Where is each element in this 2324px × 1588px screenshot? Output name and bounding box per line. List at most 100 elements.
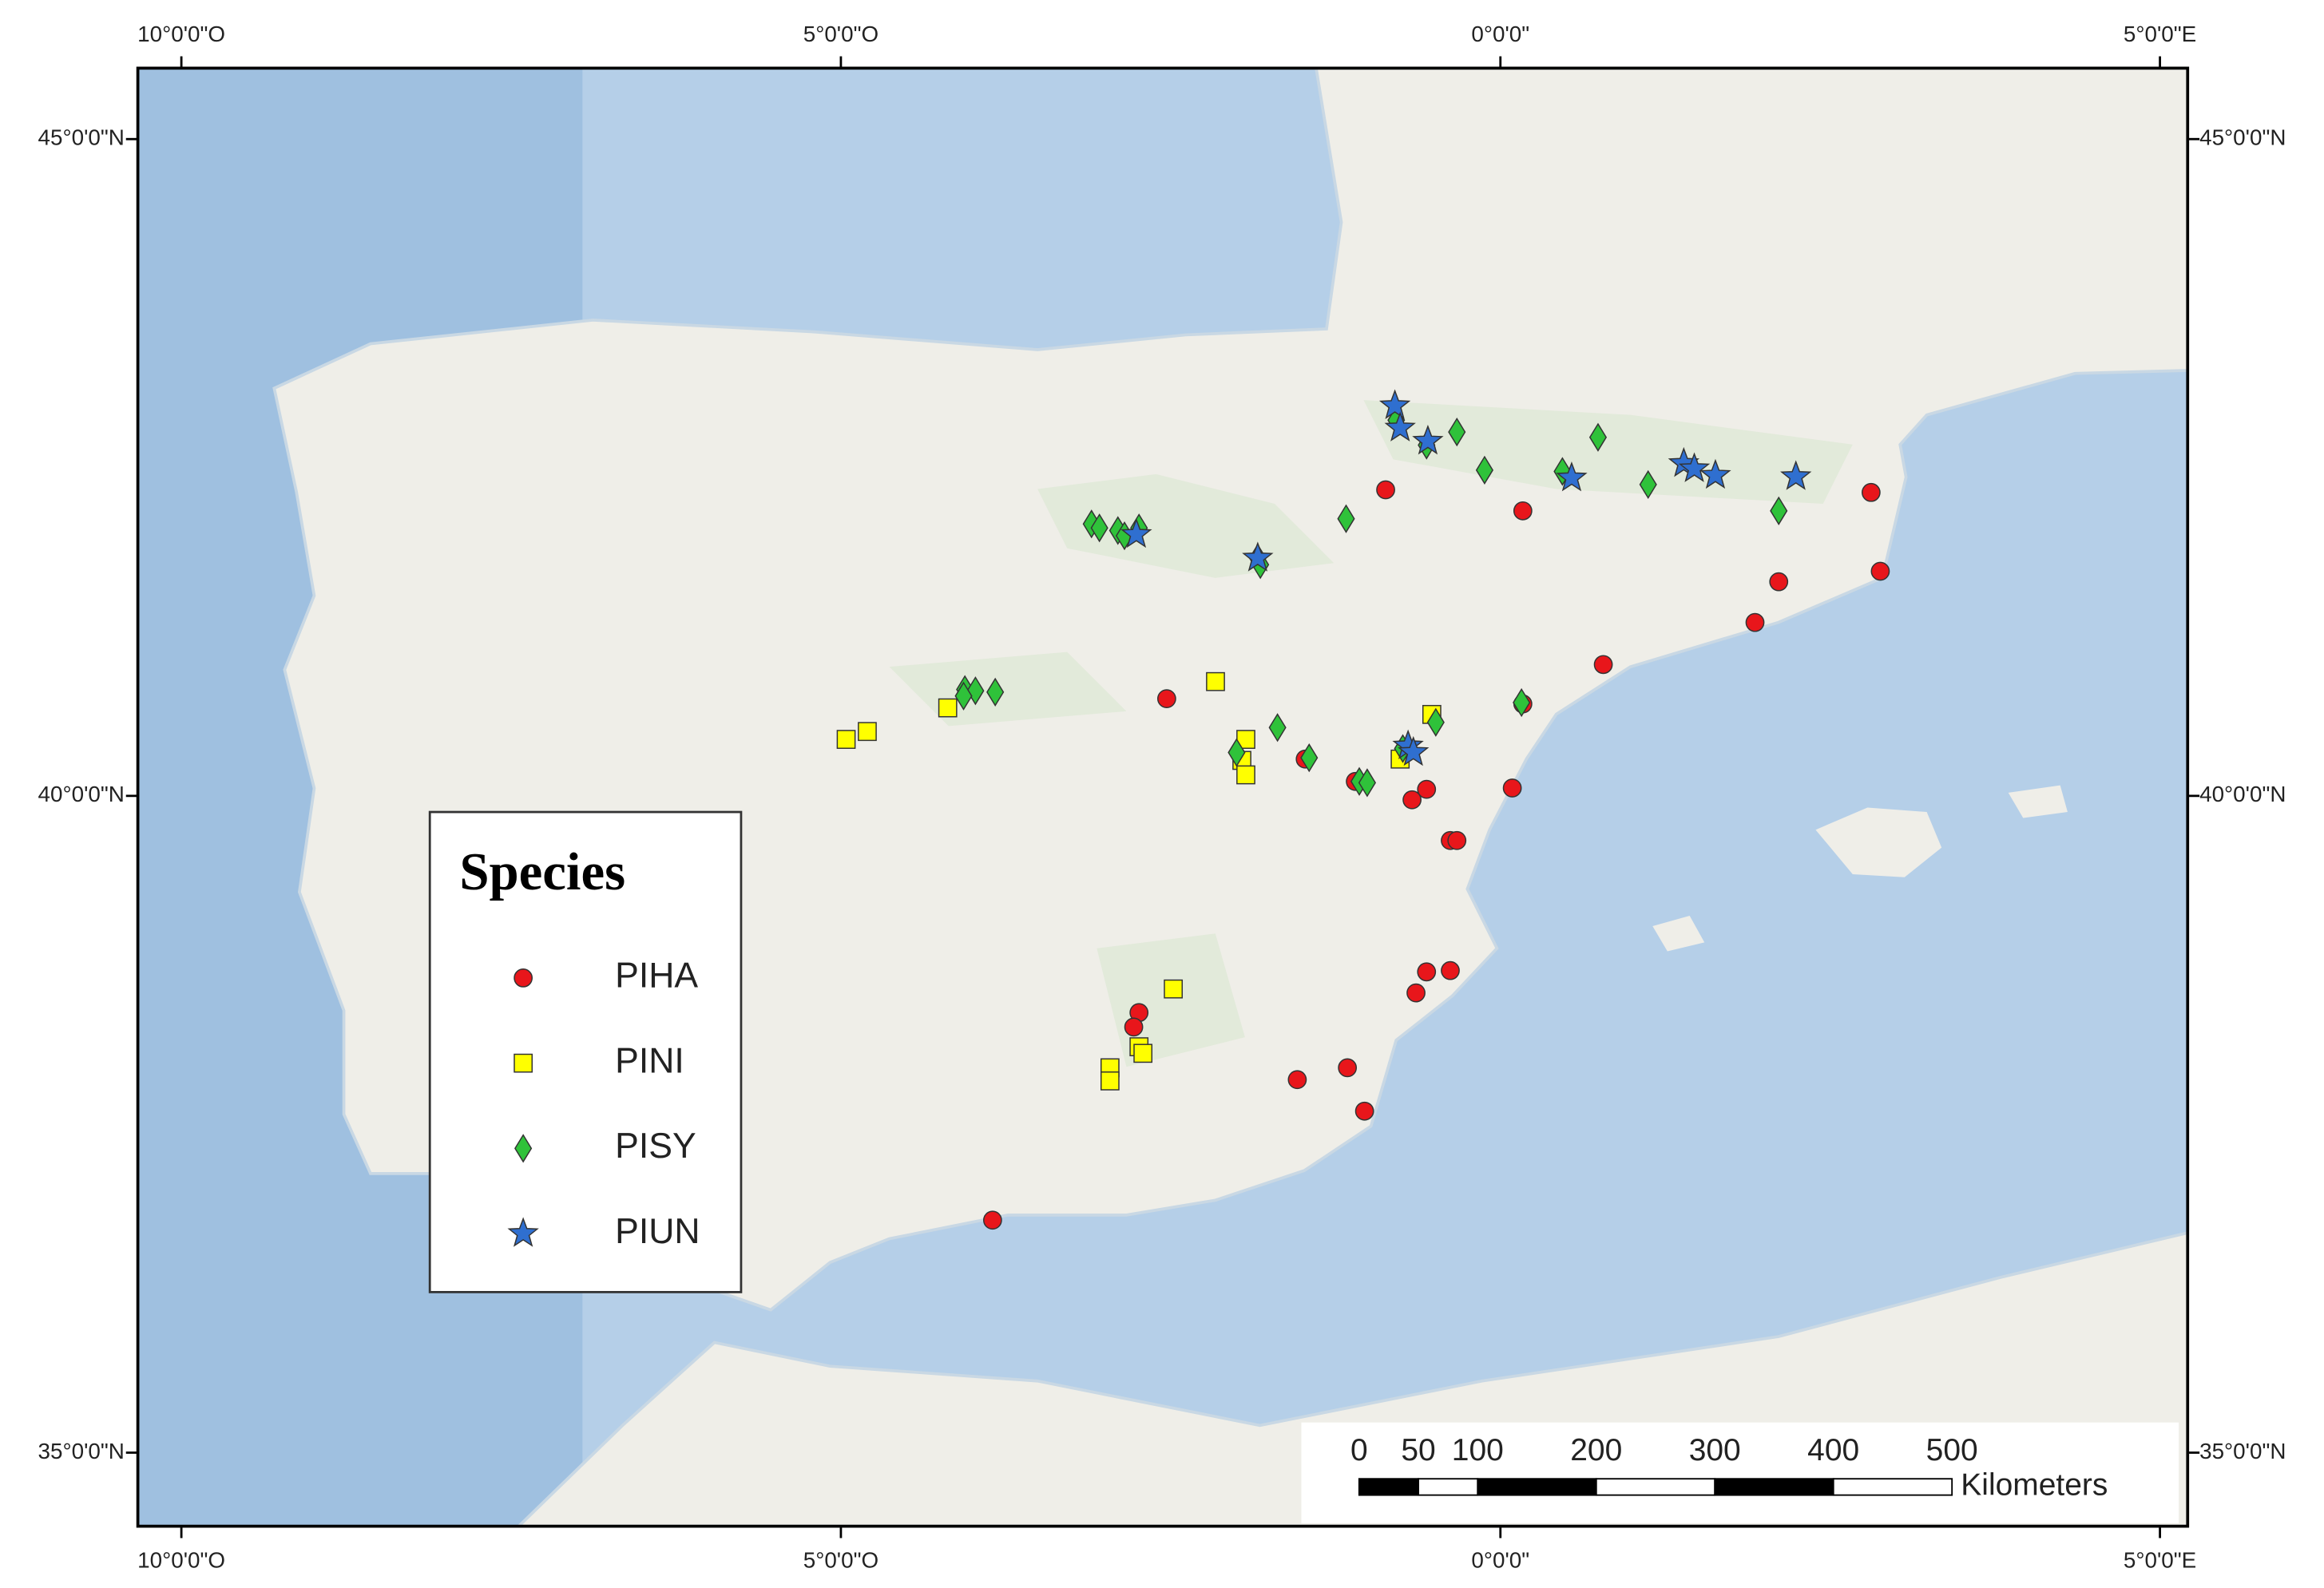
point-diamond <box>1448 417 1466 447</box>
scale-label: 0 <box>1350 1433 1368 1467</box>
point-star <box>507 1217 539 1247</box>
points <box>836 389 1890 1230</box>
point-circle <box>1769 572 1789 592</box>
scale-label: 200 <box>1570 1433 1622 1467</box>
scale-segment <box>1358 1478 1419 1496</box>
scale-segment <box>1714 1478 1834 1496</box>
point-circle <box>1157 689 1176 708</box>
scale-segment <box>1595 1478 1716 1496</box>
x-tick-label-bottom: 10°0'0"O <box>137 1548 225 1573</box>
point-circle <box>1441 960 1460 980</box>
point-diamond <box>1426 707 1445 737</box>
scale-segment <box>1477 1478 1597 1496</box>
legend-box <box>428 810 743 1293</box>
x-tick-label-top: 10°0'0"O <box>137 22 225 46</box>
point-diamond <box>1770 496 1788 525</box>
point-circle <box>1745 612 1765 632</box>
point-diamond <box>954 681 973 711</box>
y-tick-label-left: 45°0'0"N <box>38 125 125 150</box>
legend: PIHA PINI PISY PIUN <box>507 956 700 1251</box>
scale-label: 100 <box>1452 1433 1504 1467</box>
point-star <box>1398 735 1430 766</box>
point-square <box>1164 979 1184 999</box>
scale-label: 500 <box>1926 1433 1978 1467</box>
ibiza <box>1652 915 1705 952</box>
point-circle <box>1354 1101 1374 1121</box>
point-circle <box>1417 962 1437 982</box>
point-circle <box>514 968 533 988</box>
point-diamond <box>1475 455 1494 485</box>
point-circle <box>1417 779 1437 799</box>
scale-label: 300 <box>1689 1433 1741 1467</box>
point-star <box>1780 460 1812 490</box>
scale-label: 400 <box>1807 1433 1859 1467</box>
point-square <box>1236 765 1255 785</box>
point-diamond <box>1227 738 1246 767</box>
basemap <box>137 68 2188 1527</box>
point-circle <box>1287 1070 1307 1090</box>
iberia-france-land <box>272 68 2188 1312</box>
x-tick-label-top: 0°0'0" <box>1471 22 1529 46</box>
point-diamond <box>1337 504 1355 533</box>
y-tick-label-left: 35°0'0"N <box>38 1439 125 1463</box>
point-diamond <box>514 1134 533 1163</box>
point-diamond <box>966 676 985 706</box>
x-tick-label-top: 5°0'0"E <box>2124 22 2196 46</box>
map-frame <box>136 66 2190 1528</box>
legend-label: PINI <box>615 1041 684 1080</box>
x-tick-label-bottom: 5°0'0"E <box>2124 1548 2196 1573</box>
x-tick-label-top: 5°0'0"O <box>803 22 878 46</box>
point-diamond <box>1358 768 1377 798</box>
vegetation <box>889 400 1853 1067</box>
point-circle <box>1338 1058 1358 1078</box>
point-circle <box>1376 480 1395 500</box>
legend-title: Species <box>459 842 625 901</box>
point-circle <box>1593 655 1613 675</box>
point-diamond <box>1090 513 1108 543</box>
x-tick-label-bottom: 0°0'0" <box>1471 1548 1529 1573</box>
y-tick-label-right: 45°0'0"N <box>2199 125 2286 150</box>
point-diamond <box>1553 457 1572 486</box>
point-diamond <box>1588 422 1608 452</box>
point-square <box>938 698 958 718</box>
point-circle <box>982 1210 1002 1230</box>
point-diamond <box>986 677 1005 707</box>
legend-label: PISY <box>615 1127 696 1166</box>
menorca <box>2008 785 2068 818</box>
point-star <box>1412 424 1444 455</box>
point-star <box>1678 452 1711 482</box>
point-circle <box>1861 482 1881 502</box>
point-circle <box>1502 778 1522 798</box>
point-star <box>1699 458 1731 489</box>
scale-segment <box>1418 1478 1479 1496</box>
y-tick-label-right: 35°0'0"N <box>2199 1439 2286 1463</box>
mallorca <box>1815 807 1942 877</box>
point-diamond <box>1639 469 1657 500</box>
point-square <box>858 722 877 742</box>
point-circle <box>1406 983 1426 1003</box>
point-circle <box>1124 1017 1144 1037</box>
point-star <box>1120 517 1152 548</box>
point-star <box>1242 541 1274 572</box>
point-star <box>1556 461 1588 492</box>
point-star <box>1378 389 1411 419</box>
point-diamond <box>1268 713 1287 743</box>
point-square <box>1133 1043 1153 1063</box>
point-square <box>836 730 856 749</box>
point-circle <box>1513 501 1533 521</box>
scale-label: 50 <box>1401 1433 1435 1467</box>
point-square <box>514 1053 533 1073</box>
point-circle <box>1870 561 1890 581</box>
legend-label: PIHA <box>615 956 698 996</box>
scale-panel <box>1301 1422 2179 1523</box>
point-square <box>1100 1071 1120 1091</box>
scale-segment <box>1832 1478 1953 1496</box>
point-diamond <box>1300 743 1319 773</box>
point-star <box>1384 411 1416 442</box>
x-tick-label-bottom: 5°0'0"O <box>803 1548 878 1573</box>
graticule-ticks: 10°0'0"O 10°0'0"O 5°0'0"O 5°0'0"O 0°0'0" 0°0'… <box>38 22 2286 1573</box>
point-diamond <box>1513 687 1531 718</box>
y-tick-label-left: 40°0'0"N <box>38 782 125 806</box>
